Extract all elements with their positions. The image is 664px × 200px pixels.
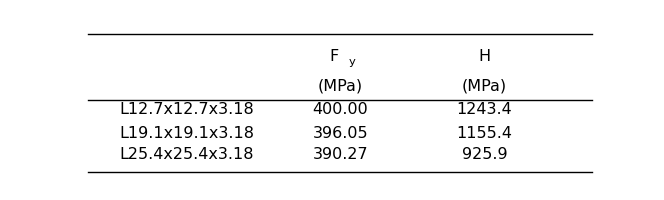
Text: L19.1x19.1x3.18: L19.1x19.1x3.18 (119, 126, 254, 141)
Text: (MPa): (MPa) (318, 78, 363, 93)
Text: y: y (348, 57, 355, 67)
Text: 400.00: 400.00 (313, 102, 368, 117)
Text: 390.27: 390.27 (313, 147, 368, 162)
Text: (MPa): (MPa) (462, 78, 507, 93)
Text: H: H (478, 49, 491, 64)
Text: F: F (329, 49, 339, 64)
Text: 1155.4: 1155.4 (456, 126, 513, 141)
Text: L12.7x12.7x3.18: L12.7x12.7x3.18 (119, 102, 254, 117)
Text: 1243.4: 1243.4 (457, 102, 512, 117)
Text: L25.4x25.4x3.18: L25.4x25.4x3.18 (119, 147, 254, 162)
Text: 925.9: 925.9 (461, 147, 507, 162)
Text: 396.05: 396.05 (313, 126, 368, 141)
